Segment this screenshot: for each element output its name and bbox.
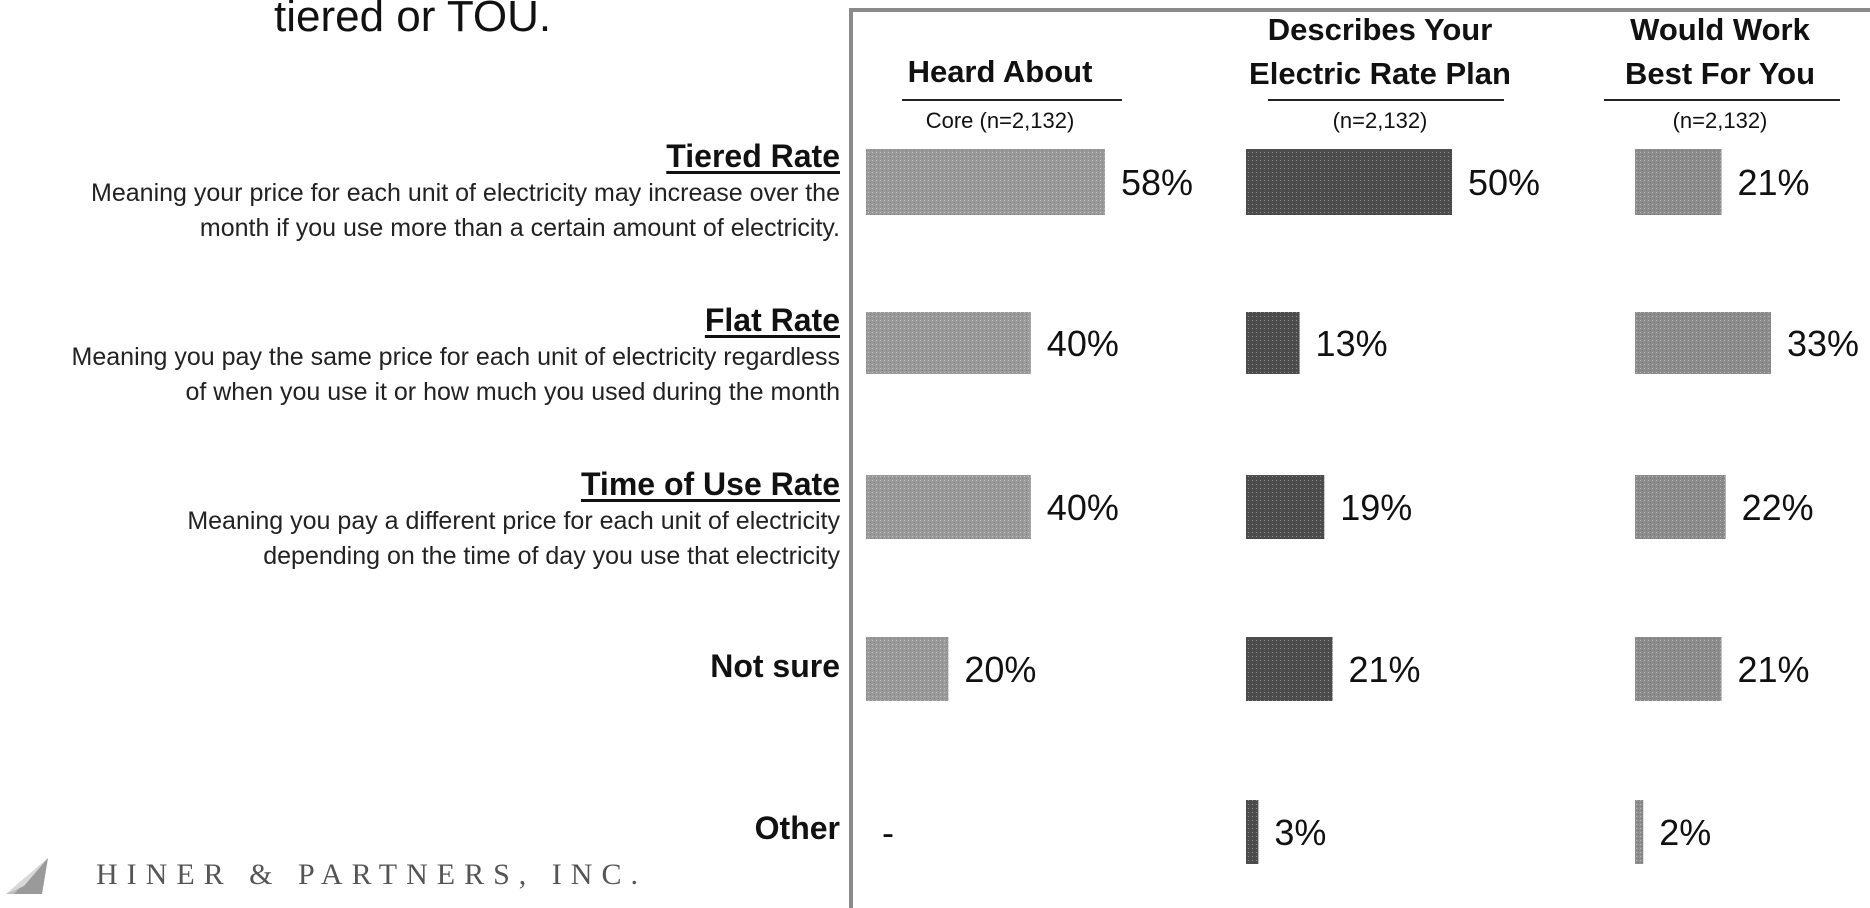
category-name: Other — [754, 810, 840, 846]
column-header-would-work-best: Would Work Best For You — [1600, 8, 1840, 96]
bar-texture — [1635, 637, 1722, 701]
data-label-heard-about-other: - — [882, 812, 894, 853]
bar-chart: 58% 40% 40% 20% - 50% 13% 19% 21% 3% 21% 33% 22% 21% 2… — [866, 149, 1859, 864]
data-label-heard-about-time-of-use-rate: 40% — [1047, 487, 1119, 528]
column-header-line: Heard About — [907, 54, 1093, 89]
column-header-rule — [1604, 99, 1840, 101]
row-label-tiered-rate: Tiered Rate Meaning your price for each … — [91, 136, 840, 246]
bar-texture — [1635, 800, 1644, 864]
bar-texture — [866, 149, 1105, 215]
data-label-describes-your-electric-rate-plan-tiered-rate: 50% — [1468, 162, 1540, 203]
data-label-describes-your-electric-rate-plan-not-sure: 21% — [1349, 649, 1421, 690]
data-label-describes-your-electric-rate-plan-other: 3% — [1274, 812, 1326, 853]
row-label-time-of-use-rate: Time of Use Rate Meaning you pay a diffe… — [187, 464, 840, 574]
bar-texture — [866, 312, 1031, 374]
bar-texture — [1246, 800, 1259, 864]
column-sample-size: (n=2,132) — [1672, 108, 1768, 133]
column-header-heard-about: Heard About — [880, 50, 1120, 94]
bar-texture — [866, 475, 1031, 539]
column-sample-size: Core (n=2,132) — [925, 108, 1075, 133]
data-label-describes-your-electric-rate-plan-time-of-use-rate: 19% — [1340, 487, 1412, 528]
data-label-would-work-best-for-you-not-sure: 21% — [1738, 649, 1810, 690]
row-label-flat-rate: Flat Rate Meaning you pay the same price… — [72, 300, 840, 410]
company-logo: HINER & PARTNERS, INC. — [0, 852, 638, 894]
data-label-heard-about-tiered-rate: 58% — [1121, 162, 1193, 203]
bar-texture — [1635, 149, 1722, 215]
data-label-heard-about-flat-rate: 40% — [1047, 323, 1119, 364]
column-header-line: Best For You — [1624, 56, 1816, 91]
data-label-would-work-best-for-you-flat-rate: 33% — [1787, 323, 1859, 364]
bar-texture — [1246, 149, 1452, 215]
bar-texture — [1635, 475, 1726, 539]
category-name: Tiered Rate — [666, 138, 840, 174]
category-description: Meaning your price for each unit of elec… — [91, 179, 840, 207]
bar-texture — [1635, 312, 1771, 374]
column-header-line: Electric Rate Plan — [1249, 56, 1511, 91]
column-sample-size: (n=2,132) — [1332, 108, 1428, 133]
bar-texture — [1246, 312, 1300, 374]
column-header-line: Describes Your — [1267, 12, 1493, 47]
category-name: Time of Use Rate — [580, 466, 840, 502]
category-description: depending on the time of day you use tha… — [263, 542, 840, 570]
data-label-heard-about-not-sure: 20% — [964, 649, 1036, 690]
row-label-other: Other — [755, 808, 840, 848]
category-name: Not sure — [710, 648, 840, 684]
row-label-not-sure: Not sure — [710, 646, 840, 686]
data-label-describes-your-electric-rate-plan-flat-rate: 13% — [1316, 323, 1388, 364]
bar-texture — [1246, 475, 1325, 539]
chart-panel — [849, 8, 1870, 908]
logo-text: HINER & PARTNERS, INC. — [96, 858, 647, 891]
category-description: Meaning you pay the same price for each … — [71, 343, 840, 371]
bar-texture — [866, 637, 949, 701]
bar-texture — [1246, 637, 1333, 701]
column-header-describes-your-plan: Describes Your Electric Rate Plan — [1230, 8, 1530, 96]
data-label-would-work-best-for-you-other: 2% — [1659, 812, 1711, 853]
category-name: Flat Rate — [704, 302, 840, 338]
column-header-line: Would Work — [1630, 12, 1810, 47]
column-header-rule — [1268, 99, 1504, 101]
data-label-would-work-best-for-you-time-of-use-rate: 22% — [1742, 487, 1814, 528]
category-description: Meaning you pay a different price for ea… — [187, 507, 840, 535]
logo-mark-icon — [6, 858, 48, 894]
column-header-rule — [902, 99, 1122, 101]
category-description: month if you use more than a certain amo… — [199, 214, 840, 242]
category-description: of when you use it or how much you used … — [185, 378, 840, 406]
title-fragment: tiered or TOU. — [274, 0, 552, 41]
data-label-would-work-best-for-you-tiered-rate: 21% — [1738, 162, 1810, 203]
